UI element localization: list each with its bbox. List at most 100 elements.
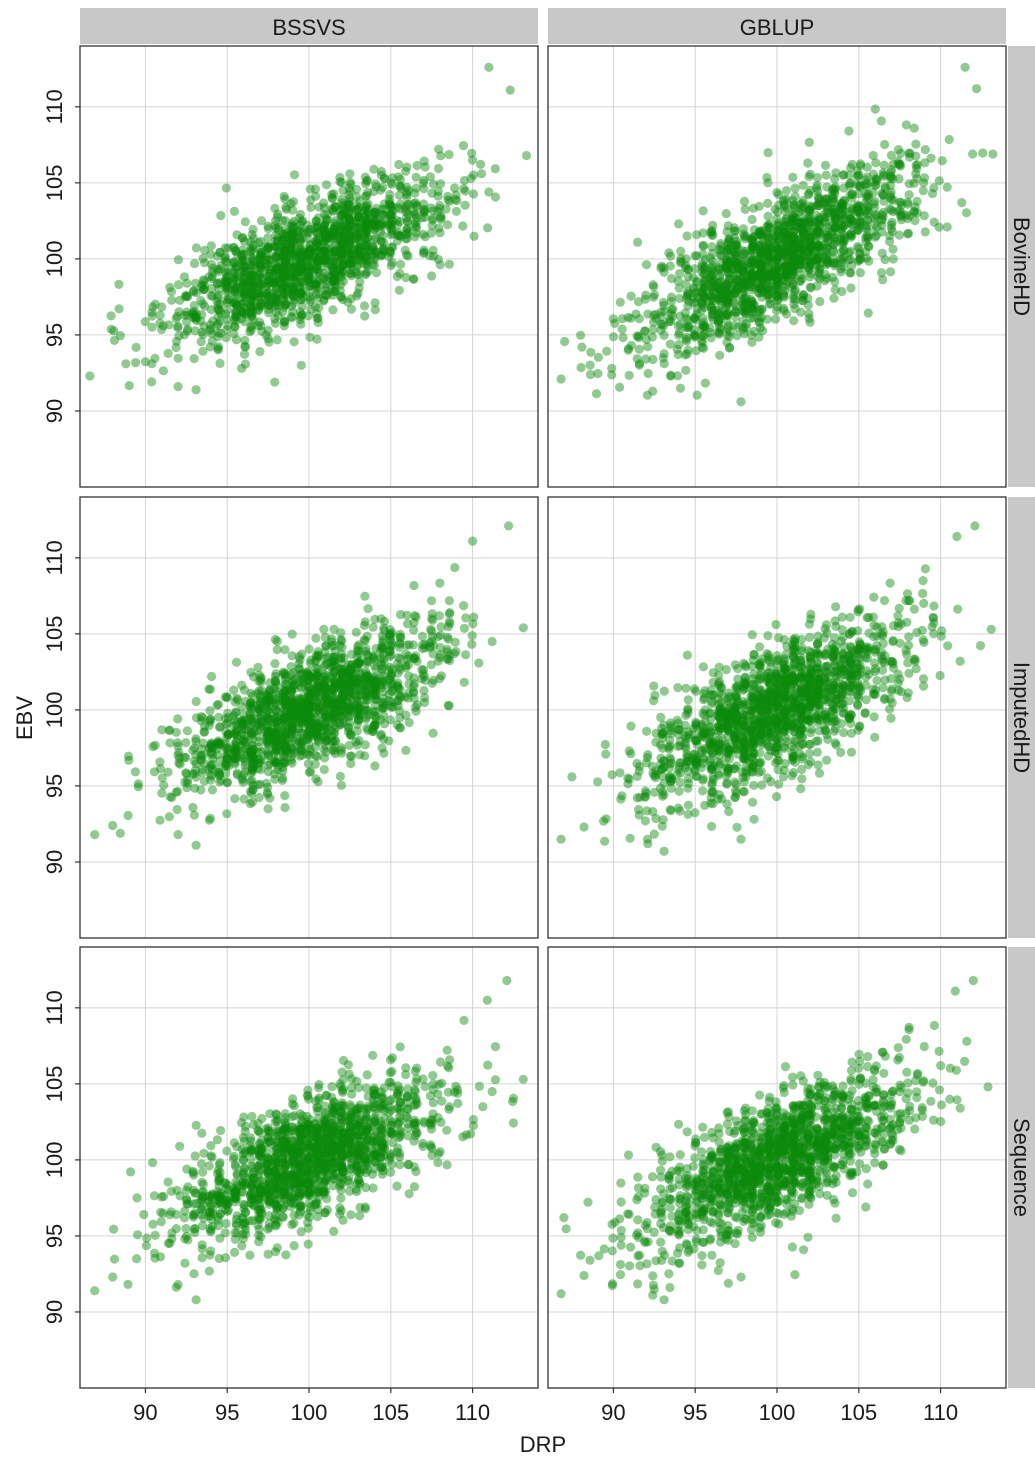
- data-point: [738, 325, 748, 335]
- data-point: [780, 199, 790, 210]
- data-point: [778, 196, 788, 206]
- data-point: [327, 226, 337, 236]
- data-point: [910, 202, 920, 212]
- data-point: [855, 211, 865, 221]
- data-point: [286, 235, 296, 246]
- data-point: [313, 223, 323, 233]
- data-point: [298, 233, 308, 244]
- data-point: [789, 203, 799, 213]
- data-point: [385, 189, 395, 200]
- data-point: [314, 254, 324, 264]
- data-point: [221, 309, 231, 319]
- data-point: [335, 264, 345, 274]
- data-point: [379, 211, 389, 221]
- data-point: [706, 263, 716, 273]
- data-point: [248, 745, 259, 755]
- data-point: [336, 780, 346, 790]
- data-point: [362, 214, 372, 225]
- data-point: [255, 236, 266, 246]
- data-point: [221, 719, 231, 729]
- data-point: [919, 211, 929, 221]
- data-point: [870, 213, 880, 223]
- data-point: [338, 266, 348, 276]
- data-point: [754, 269, 764, 279]
- data-point: [411, 213, 422, 223]
- data-point: [272, 274, 282, 284]
- data-point: [878, 207, 888, 217]
- data-point: [270, 694, 280, 704]
- data-point: [740, 293, 750, 304]
- data-point: [288, 291, 298, 301]
- data-point: [789, 243, 799, 253]
- data-point: [749, 271, 759, 281]
- data-point: [289, 674, 299, 684]
- data-point: [322, 215, 332, 225]
- data-point: [676, 246, 686, 256]
- data-point: [379, 204, 389, 215]
- data-point: [709, 293, 719, 303]
- data-point: [320, 261, 330, 271]
- data-point: [862, 179, 872, 189]
- data-point: [402, 189, 412, 199]
- data-point: [988, 149, 998, 159]
- data-point: [846, 232, 856, 242]
- data-point: [968, 149, 978, 159]
- data-point: [289, 271, 299, 281]
- data-point: [738, 299, 748, 309]
- data-point: [795, 217, 805, 227]
- data-point: [173, 321, 183, 331]
- data-point: [273, 233, 283, 243]
- data-point: [378, 231, 388, 241]
- data-point: [272, 335, 282, 345]
- data-point: [747, 242, 757, 252]
- data-point: [746, 235, 756, 245]
- data-point: [772, 225, 782, 235]
- data-point: [305, 297, 315, 307]
- data-point: [361, 253, 372, 263]
- data-point: [338, 248, 348, 258]
- data-point: [352, 246, 363, 256]
- data-point: [231, 316, 241, 326]
- data-point: [335, 286, 345, 296]
- data-point: [245, 275, 255, 285]
- data-point: [256, 298, 266, 308]
- data-point: [279, 317, 289, 327]
- data-point: [813, 215, 823, 225]
- data-point: [428, 213, 438, 223]
- data-point: [741, 319, 751, 329]
- data-point: [806, 240, 816, 250]
- data-point: [665, 251, 676, 261]
- data-point: [337, 194, 347, 204]
- data-point: [772, 244, 783, 254]
- data-point: [738, 289, 748, 300]
- data-point: [279, 243, 289, 253]
- data-point: [788, 271, 798, 281]
- data-point: [191, 734, 201, 744]
- data-point: [321, 279, 331, 289]
- data-point: [433, 632, 443, 642]
- data-point: [641, 334, 651, 345]
- data-point: [280, 267, 290, 277]
- data-point: [328, 290, 338, 300]
- data-point: [831, 222, 841, 232]
- data-point: [716, 293, 726, 303]
- data-point: [409, 653, 419, 663]
- data-point: [788, 280, 798, 290]
- data-point: [815, 242, 825, 252]
- data-point: [765, 257, 775, 267]
- data-point: [393, 700, 403, 711]
- data-point: [667, 273, 677, 284]
- data-point: [623, 345, 633, 355]
- data-point: [212, 296, 222, 306]
- data-point: [648, 324, 658, 335]
- data-point: [213, 319, 223, 329]
- data-point: [256, 713, 267, 724]
- data-point: [355, 196, 365, 206]
- data-point: [755, 260, 765, 270]
- data-point: [206, 291, 216, 301]
- data-point: [330, 254, 340, 264]
- data-point: [306, 202, 316, 212]
- data-point: [827, 221, 838, 231]
- data-point: [303, 271, 313, 281]
- data-point: [297, 250, 307, 261]
